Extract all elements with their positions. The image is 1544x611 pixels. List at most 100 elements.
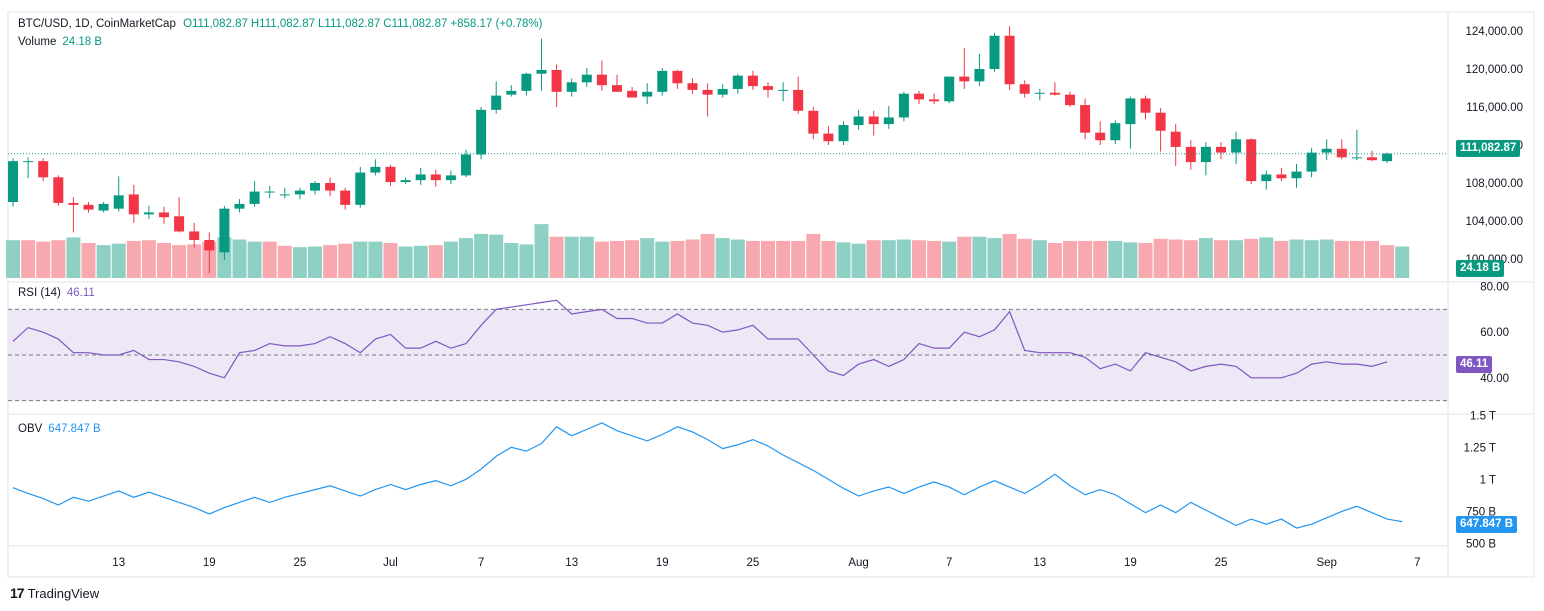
volume-bar [277,245,292,278]
price-legend: BTC/USD, 1D, CoinMarketCap O111,082.87 H1… [18,17,546,31]
candle-body [1080,105,1091,133]
time-tick-label: 19 [1124,557,1137,569]
volume-bar [655,241,670,278]
candle-body [1261,174,1272,182]
candle-body [657,70,668,92]
candle-body [1231,139,1242,153]
candle-body [793,89,804,111]
candle-body [506,90,517,95]
candle-body [687,83,698,90]
candle-body [1110,123,1121,141]
volume-value: 24.18 B [62,36,103,48]
candle-body [1276,174,1287,179]
candle-body [747,75,758,87]
volume-bar [896,239,911,278]
high-value: H111,082.87 [250,18,316,30]
volume-bar [489,234,504,278]
obv-line [12,422,1403,529]
volume-bar [1259,237,1274,278]
candle-body [23,161,34,163]
candle-body [340,190,351,205]
candle-body [53,177,64,203]
volume-bar [549,236,564,278]
volume-bar [1198,238,1213,278]
candle-body [853,116,864,126]
time-tick-label: Jul [383,557,398,569]
volume-bar [1078,240,1093,278]
volume-bar [1304,240,1319,278]
volume-bar [21,240,36,278]
candle-body [521,73,532,91]
obv-legend: OBV 647.847 B [18,422,101,436]
close-value: C111,082.87 [383,18,448,30]
volume-bar [504,243,519,278]
symbol-label: BTC/USD, 1D, CoinMarketCap [18,18,176,30]
volume-bar [1017,238,1032,278]
volume-bar [187,244,202,278]
candle-body [1367,157,1377,161]
volume-bar [912,240,926,278]
volume-bar [1108,240,1123,278]
candle-body [566,82,577,92]
volume-bar [610,240,624,278]
volume-bar [1229,240,1244,278]
time-tick-label: 25 [1215,557,1228,569]
candle-body [702,89,713,95]
candle-body [128,194,139,215]
volume-bar [534,224,549,278]
volume-bar [443,241,458,278]
volume-bar [715,238,730,278]
candle-body [219,208,230,253]
candle-body [445,175,456,181]
tradingview-branding[interactable]: 17 TradingView [10,585,99,601]
obv-tick-label: 1 T [1480,474,1496,486]
candle-body [1351,157,1362,159]
volume-bar [81,243,96,278]
change-value: +858.17 (+0.78%) [450,18,543,30]
volume-bar [308,246,322,278]
obv-tick-label: 1.25 T [1464,442,1496,454]
candle-body [1095,132,1106,141]
rsi-label: RSI (14) [18,287,61,299]
candle-body [415,174,426,181]
volume-bar [1032,240,1047,278]
candle-body [1306,152,1317,172]
volume-bar [6,240,20,278]
candle-body [1185,146,1196,163]
candle-body [536,69,547,74]
candle-body [143,212,154,215]
volume-bar [579,236,594,278]
candle-body [1004,35,1015,85]
candle-body [868,116,879,125]
volume-bar [96,245,111,278]
volume-bar [1274,240,1289,278]
volume-label: Volume [18,36,57,48]
obv-tick-label: 500 B [1466,538,1496,550]
volume-bar [353,241,368,278]
candle-body [929,99,940,102]
candle-body [83,204,94,210]
candle-body [370,166,381,173]
obv-badge: 647.847 B [1456,516,1518,533]
candle-body [717,88,728,95]
volume-bar [761,240,775,278]
candle-body [310,183,320,191]
open-value: O111,082.87 [183,18,248,30]
volume-bar [957,236,972,278]
candle-body [249,191,260,204]
volume-bar [972,236,987,278]
candle-body [279,194,290,196]
candle-body [944,76,955,102]
price-tick-label: 108,000.00 [1465,178,1523,190]
volume-bar [700,233,715,278]
candle-body [642,91,653,97]
volume-bar [368,241,383,278]
volume-bar [172,245,187,278]
volume-bar [685,239,700,278]
candle-body [355,172,366,205]
volume-bar [66,237,81,278]
volume-bar [1123,242,1138,278]
rsi-badge: 46.11 [1456,356,1493,373]
candle-body [476,109,487,155]
